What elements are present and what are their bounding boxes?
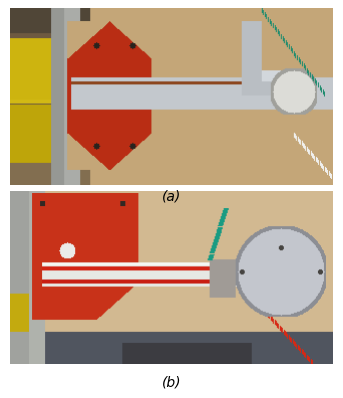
Text: (b): (b) bbox=[162, 375, 181, 389]
Text: (a): (a) bbox=[162, 189, 181, 203]
